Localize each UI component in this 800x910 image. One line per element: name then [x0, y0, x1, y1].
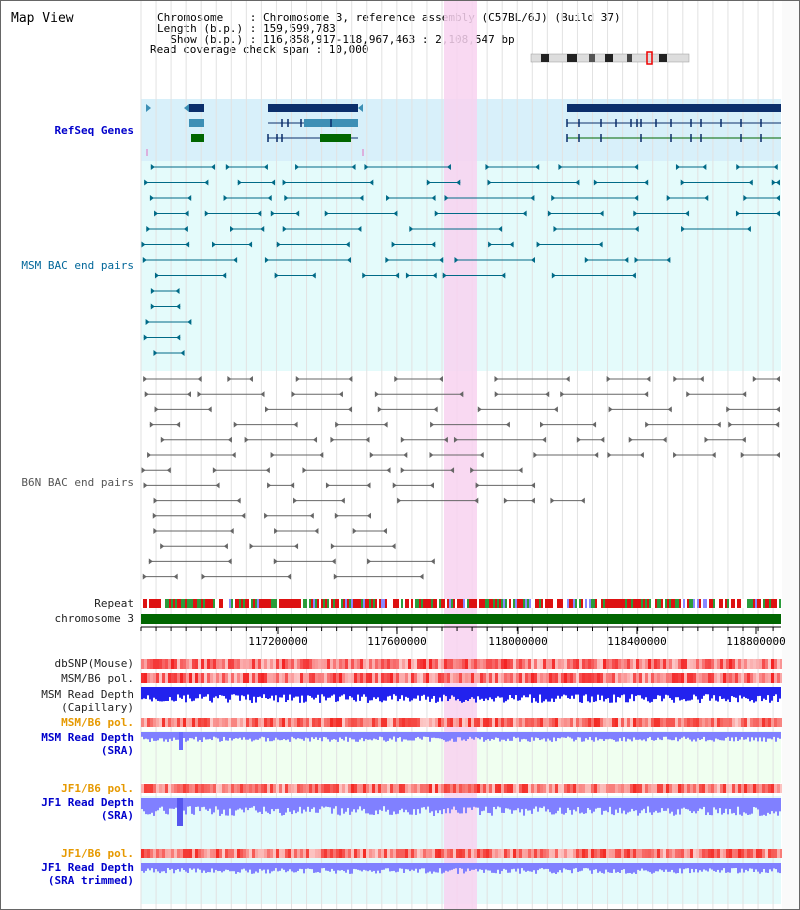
msm-read-depth-cap-label: MSM Read Depth — [41, 688, 134, 701]
refseq-genes-link[interactable]: RefSeq Genes — [54, 124, 134, 137]
capillary-label: (Capillary) — [61, 701, 134, 714]
jf1-b6-pol-label: JF1/B6 pol. — [61, 782, 134, 795]
msm-b6-pol-label: MSM/B6 pol. — [61, 672, 134, 685]
length-info: Length (b.p.) : 159,599,783 — [157, 22, 336, 35]
chromosome-bar — [141, 614, 781, 624]
right-margin — [782, 1, 799, 909]
chromosome-label: chromosome 3 — [54, 612, 134, 625]
msm-b6-pol-sra-label: MSM/B6 pol. — [61, 716, 134, 729]
msm-bac-end-pairs[interactable] — [141, 164, 780, 356]
jf1-sra-label: (SRA) — [100, 809, 134, 822]
msm-read-depth-sra-label: MSM Read Depth — [41, 731, 134, 744]
refseq-exons — [267, 119, 762, 142]
ideogram-position-marker — [646, 51, 653, 65]
tick-label-2: 117600000 — [367, 635, 427, 648]
jf1-read-depth-trim-label: JF1 Read Depth — [41, 861, 134, 874]
b6n-bac-end-pairs[interactable] — [141, 376, 780, 580]
jf1-read-depth-label: JF1 Read Depth — [41, 796, 134, 809]
chromosome-ideogram[interactable] — [530, 51, 690, 65]
msm-sra-label: (SRA) — [100, 744, 134, 757]
jf1-b6-pol-trim-label: JF1/B6 pol. — [61, 847, 134, 860]
b6n-bac-label: B6N BAC end pairs — [21, 476, 134, 489]
axis-ticks — [140, 627, 774, 634]
repeat-label: Repeat — [94, 597, 134, 610]
grid-lines — [140, 1, 774, 909]
repeat-track — [141, 599, 781, 608]
jf1-sra-trimmed-label: (SRA trimmed) — [47, 874, 134, 887]
dbsnp-label: dbSNP(Mouse) — [54, 657, 134, 670]
map-view-title: Map View — [11, 11, 74, 26]
tick-label-3: 118000000 — [488, 635, 548, 648]
read-depth-tracks — [141, 687, 781, 874]
tick-label-4: 118400000 — [607, 635, 667, 648]
tick-label-5: 118800000 — [726, 635, 786, 648]
coverage-span-info: Read coverage check span : 10,000 — [150, 43, 369, 56]
polymorphism-tracks — [141, 659, 783, 858]
tick-label-1: 117200000 — [248, 635, 308, 648]
msm-bac-label: MSM BAC end pairs — [21, 259, 134, 272]
